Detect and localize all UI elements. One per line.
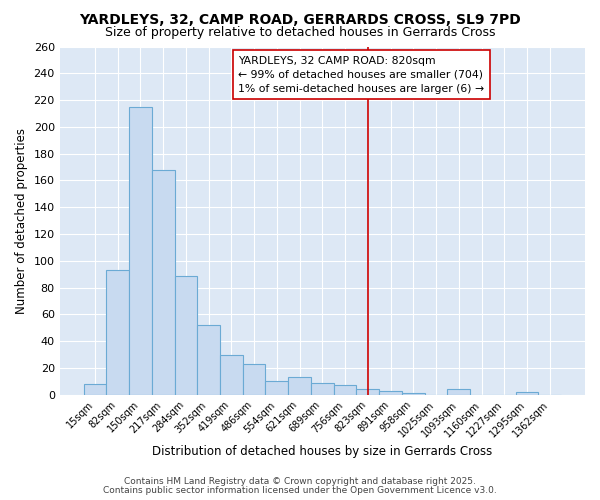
- Text: YARDLEYS, 32, CAMP ROAD, GERRARDS CROSS, SL9 7PD: YARDLEYS, 32, CAMP ROAD, GERRARDS CROSS,…: [79, 12, 521, 26]
- Text: Size of property relative to detached houses in Gerrards Cross: Size of property relative to detached ho…: [105, 26, 495, 39]
- Text: YARDLEYS, 32 CAMP ROAD: 820sqm
← 99% of detached houses are smaller (704)
1% of : YARDLEYS, 32 CAMP ROAD: 820sqm ← 99% of …: [238, 56, 484, 94]
- Y-axis label: Number of detached properties: Number of detached properties: [15, 128, 28, 314]
- Bar: [356, 390, 379, 395]
- Bar: [288, 378, 311, 395]
- Bar: [197, 325, 220, 395]
- Bar: [515, 392, 538, 395]
- Bar: [311, 382, 334, 395]
- Bar: [220, 354, 243, 395]
- Text: Contains public sector information licensed under the Open Government Licence v3: Contains public sector information licen…: [103, 486, 497, 495]
- Text: Contains HM Land Registry data © Crown copyright and database right 2025.: Contains HM Land Registry data © Crown c…: [124, 477, 476, 486]
- Bar: [379, 390, 402, 395]
- Bar: [334, 386, 356, 395]
- Bar: [106, 270, 129, 395]
- Bar: [402, 394, 425, 395]
- Bar: [265, 382, 288, 395]
- Bar: [175, 276, 197, 395]
- X-axis label: Distribution of detached houses by size in Gerrards Cross: Distribution of detached houses by size …: [152, 444, 493, 458]
- Bar: [129, 107, 152, 395]
- Bar: [152, 170, 175, 395]
- Bar: [83, 384, 106, 395]
- Bar: [243, 364, 265, 395]
- Bar: [448, 390, 470, 395]
